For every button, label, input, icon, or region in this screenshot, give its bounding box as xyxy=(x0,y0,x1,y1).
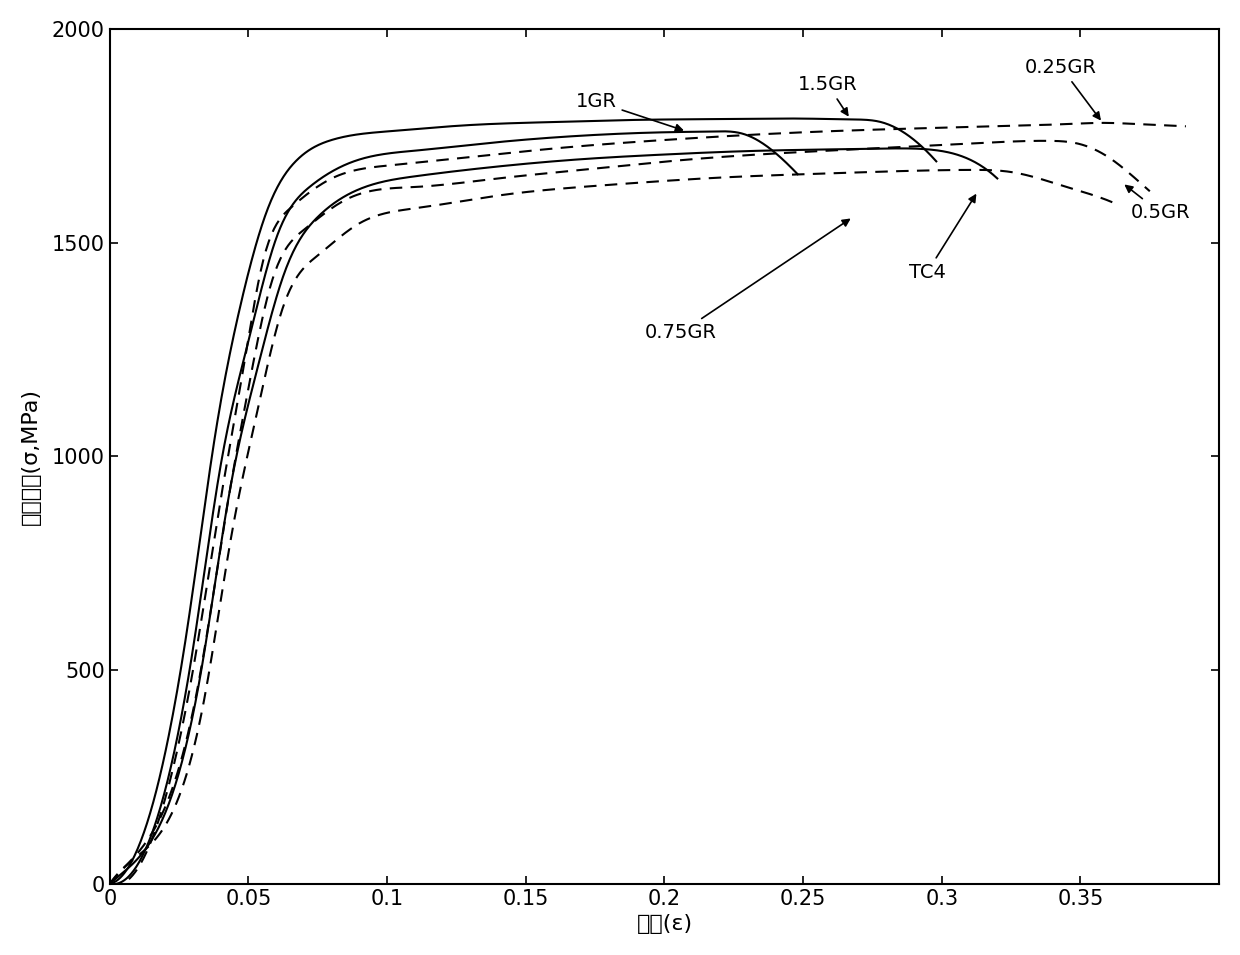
Text: 1GR: 1GR xyxy=(575,92,682,131)
Y-axis label: 压缩强度(σ,MPa): 压缩强度(σ,MPa) xyxy=(21,388,41,525)
X-axis label: 应变(ε): 应变(ε) xyxy=(636,914,693,934)
Text: 0.5GR: 0.5GR xyxy=(1126,185,1190,223)
Text: 0.75GR: 0.75GR xyxy=(645,220,849,342)
Text: 0.25GR: 0.25GR xyxy=(1025,58,1100,119)
Text: 1.5GR: 1.5GR xyxy=(797,74,857,116)
Text: TC4: TC4 xyxy=(909,195,976,282)
